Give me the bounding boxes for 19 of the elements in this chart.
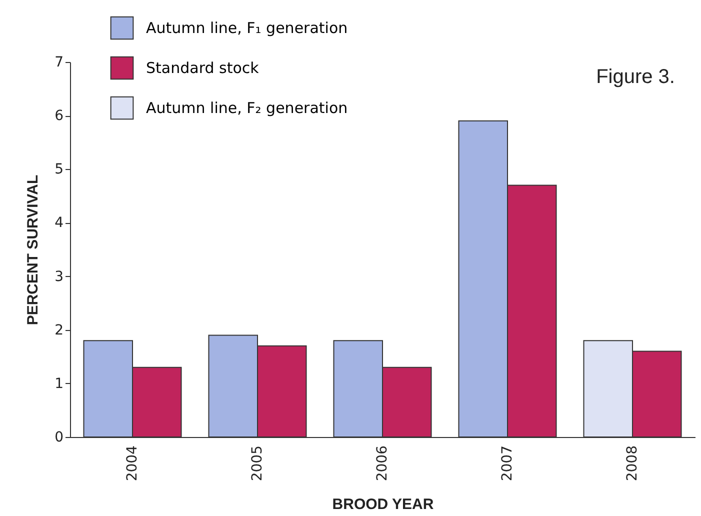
legend-label: Autumn line, F₂ generation [146, 99, 348, 117]
y-tick-label: 3 [54, 268, 64, 285]
x-tick-label: 2008 [624, 446, 640, 482]
y-tick-label: 5 [54, 162, 64, 178]
y-tick-label: 6 [54, 108, 64, 124]
x-tick-label: 2006 [374, 445, 390, 482]
annotation: Figure 3. [596, 66, 675, 88]
y-tick-label: 4 [54, 215, 64, 232]
x-tick-label: 2007 [500, 446, 516, 482]
x-tick-label: 2005 [250, 446, 266, 482]
x-tick-label: 2004 [124, 445, 140, 482]
y-axis-title: PERCENT SURVIVAL [24, 174, 42, 326]
y-tick-label: 7 [54, 54, 64, 70]
legend-label: Autumn line, F₁ generation [146, 19, 348, 37]
legend-label: Standard stock [146, 59, 260, 77]
x-axis-title: BROOD YEAR [332, 496, 434, 514]
y-tick-label: 1 [54, 376, 64, 392]
y-tick-label: 0 [54, 430, 64, 446]
y-tick-label: 2 [54, 322, 64, 338]
